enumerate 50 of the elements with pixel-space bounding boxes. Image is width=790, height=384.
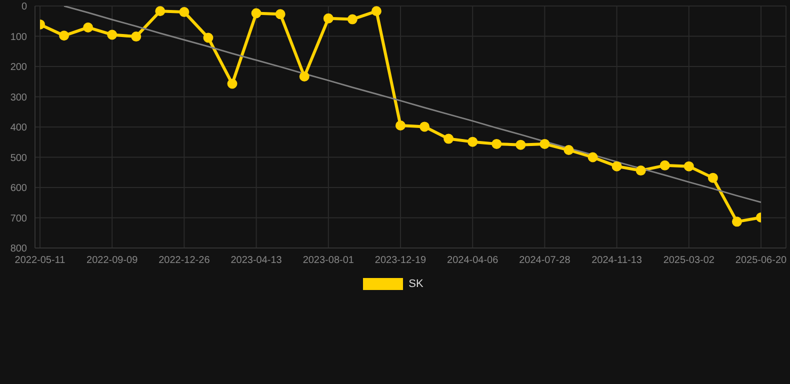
point (83, 22, 94, 32)
point (516, 140, 526, 150)
point (588, 152, 598, 162)
x-tick-label: 2022-05-11 (14, 255, 66, 266)
point (684, 161, 694, 172)
point (203, 32, 214, 43)
point (131, 32, 142, 42)
x-tick-label: 2023-08-01 (302, 255, 354, 266)
x-tick-label: 2022-12-26 (158, 255, 210, 266)
y-tick-label: 200 (10, 62, 28, 74)
x-tick-label: 2024-07-28 (519, 255, 571, 266)
y-tick-label: 500 (10, 152, 28, 164)
x-tick-label: 2022-09-09 (86, 255, 138, 266)
point (732, 216, 742, 227)
point (468, 136, 478, 147)
point (179, 7, 190, 18)
point (564, 144, 574, 155)
point (444, 134, 454, 144)
point (396, 120, 406, 130)
y-tick-label: 600 (10, 183, 28, 194)
point (155, 6, 166, 16)
x-tick-label: 2024-11-13 (592, 255, 642, 266)
legend-label: SK (408, 278, 424, 290)
y-tick-label: 300 (10, 92, 28, 104)
point (59, 30, 70, 41)
point (612, 161, 622, 172)
point (708, 172, 718, 183)
x-tick-label: 2025-06-20 (735, 255, 788, 266)
y-tick-label: 100 (10, 32, 28, 43)
point (251, 8, 262, 18)
point (227, 78, 238, 89)
y-tick-label: 700 (10, 213, 28, 224)
point (636, 166, 646, 176)
y-tick-label: 0 (21, 2, 28, 13)
x-tick-label: 2025-03-02 (663, 255, 715, 266)
point (540, 138, 550, 149)
y-tick-label: 800 (10, 244, 28, 255)
point (323, 13, 334, 24)
point (347, 14, 358, 24)
x-tick-label: 2023-12-19 (374, 255, 427, 266)
point (299, 71, 310, 82)
point (371, 6, 382, 16)
point (660, 160, 670, 170)
point (492, 138, 502, 149)
point (275, 9, 286, 20)
y-tick-label: 400 (10, 122, 28, 134)
point (107, 30, 118, 40)
x-tick-label: 2024-04-06 (447, 255, 499, 266)
point (420, 122, 430, 132)
x-tick-label: 2023-04-13 (230, 255, 282, 266)
